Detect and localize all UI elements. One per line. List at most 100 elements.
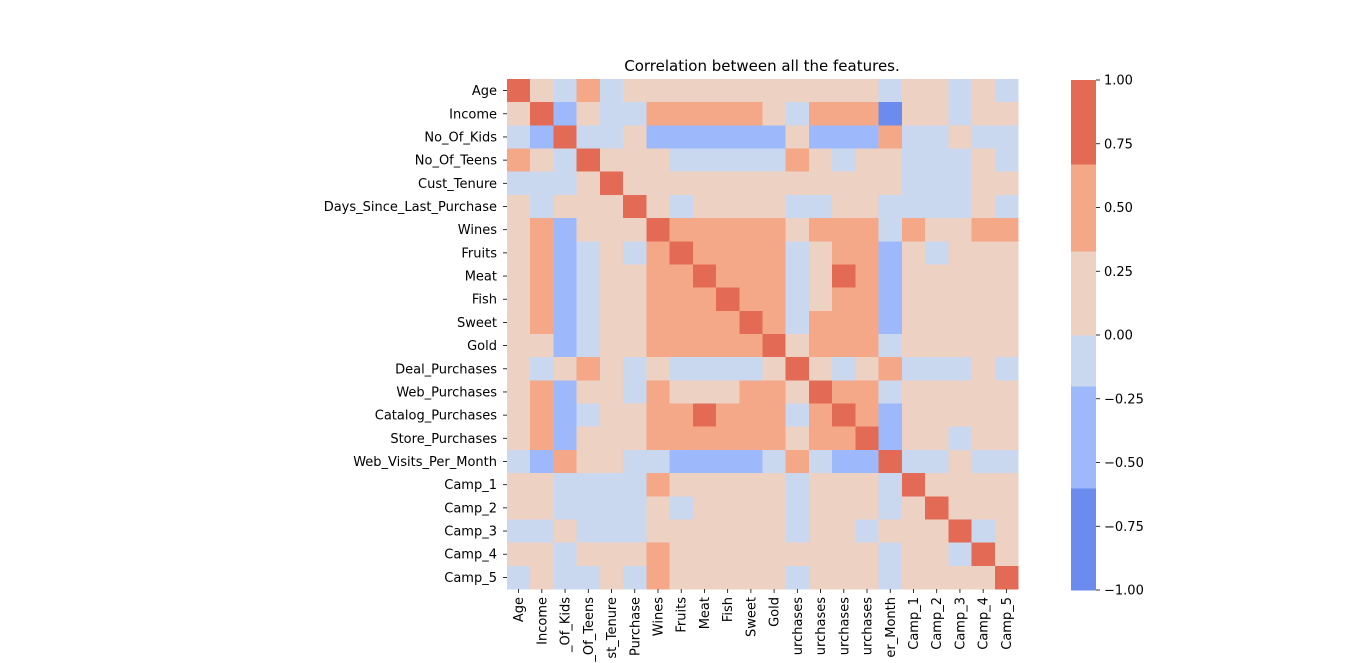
column-tick-label: Age	[512, 597, 527, 622]
heatmap-cell	[925, 427, 949, 451]
heatmap-cell	[646, 380, 670, 404]
heatmap-cell	[786, 102, 810, 126]
heatmap-cell	[739, 241, 763, 265]
heatmap-cell	[623, 473, 647, 497]
heatmap-cell	[600, 450, 624, 474]
heatmap-cell	[948, 264, 972, 288]
heatmap-cell	[739, 496, 763, 520]
heatmap-cell	[646, 450, 670, 474]
column-tick-label: Gold	[768, 597, 783, 627]
heatmap-cell	[716, 264, 740, 288]
heatmap-cell	[855, 543, 879, 567]
heatmap-cell	[530, 241, 554, 265]
heatmap-cell	[948, 357, 972, 381]
heatmap-cells	[507, 79, 1019, 590]
heatmap-cell	[646, 241, 670, 265]
heatmap-cell	[623, 543, 647, 567]
row-tick-label: No_Of_Teens	[415, 154, 497, 169]
heatmap-cell	[948, 288, 972, 312]
heatmap-cell	[530, 543, 554, 567]
heatmap-cell	[553, 264, 577, 288]
heatmap-cell	[670, 566, 694, 590]
row-tick-label: Web_Purchases	[396, 385, 497, 400]
heatmap-cell	[623, 450, 647, 474]
heatmap-cell	[693, 264, 717, 288]
heatmap-cell	[879, 241, 903, 265]
heatmap-cell	[693, 380, 717, 404]
heatmap-cell	[925, 404, 949, 428]
heatmap-cell	[832, 288, 856, 312]
colorbar-segment	[1071, 164, 1096, 251]
heatmap-cell	[693, 334, 717, 358]
colorbar-tick-label: 0.25	[1104, 265, 1133, 280]
heatmap-cell	[600, 288, 624, 312]
heatmap-cell	[879, 311, 903, 335]
heatmap-cell	[577, 264, 601, 288]
heatmap-cell	[507, 543, 531, 567]
heatmap-cell	[553, 149, 577, 173]
heatmap-cell	[530, 311, 554, 335]
heatmap-cell	[879, 195, 903, 219]
heatmap-cell	[995, 241, 1019, 265]
row-tick-label: Camp_1	[444, 478, 497, 493]
heatmap-cell	[995, 149, 1019, 173]
heatmap-cell	[577, 450, 601, 474]
heatmap-cell	[879, 149, 903, 173]
heatmap-cell	[693, 496, 717, 520]
heatmap-cell	[995, 288, 1019, 312]
heatmap-cell	[925, 519, 949, 543]
heatmap-cell	[507, 195, 531, 219]
heatmap-cell	[879, 519, 903, 543]
heatmap-cell	[646, 473, 670, 497]
heatmap-cell	[716, 427, 740, 451]
heatmap-cell	[879, 427, 903, 451]
heatmap-cell	[739, 288, 763, 312]
heatmap-cell	[855, 149, 879, 173]
heatmap-cell	[879, 496, 903, 520]
row-tick-label: Store_Purchases	[390, 432, 497, 447]
row-tick-label: Fish	[472, 293, 497, 308]
heatmap-cell	[646, 543, 670, 567]
heatmap-cell	[832, 543, 856, 567]
heatmap-cell	[995, 311, 1019, 335]
heatmap-cell	[646, 566, 670, 590]
heatmap-cell	[530, 288, 554, 312]
heatmap-cell	[600, 195, 624, 219]
heatmap-cell	[763, 566, 787, 590]
heatmap-cell	[995, 473, 1019, 497]
heatmap-cell	[809, 404, 833, 428]
heatmap-cell	[553, 241, 577, 265]
heatmap-cell	[809, 334, 833, 358]
heatmap-cell	[879, 380, 903, 404]
heatmap-cell	[646, 404, 670, 428]
heatmap-cell	[623, 519, 647, 543]
heatmap-cell	[809, 79, 833, 103]
row-tick-label: Catalog_Purchases	[375, 409, 497, 424]
heatmap-cell	[763, 264, 787, 288]
heatmap-cell	[786, 218, 810, 242]
heatmap-cell	[577, 79, 601, 103]
heatmap-cell	[507, 79, 531, 103]
heatmap-cell	[832, 241, 856, 265]
heatmap-cell	[902, 566, 926, 590]
heatmap-cell	[716, 450, 740, 474]
heatmap-cell	[972, 218, 996, 242]
heatmap-cell	[507, 172, 531, 196]
heatmap-cell	[879, 264, 903, 288]
heatmap-cell	[507, 288, 531, 312]
heatmap-cell	[553, 334, 577, 358]
heatmap-cell	[902, 496, 926, 520]
heatmap-cell	[809, 496, 833, 520]
heatmap-cell	[693, 519, 717, 543]
heatmap-cell	[739, 473, 763, 497]
row-tick-labels: Age Income No_Of_Kids No_Of_Teens Cust_Tenur…	[324, 84, 507, 586]
heatmap-cell	[670, 519, 694, 543]
heatmap-cell	[623, 311, 647, 335]
heatmap-cell	[623, 172, 647, 196]
heatmap-cell	[507, 218, 531, 242]
heatmap-cell	[855, 427, 879, 451]
heatmap-cell	[948, 473, 972, 497]
heatmap-cell	[693, 427, 717, 451]
heatmap-cell	[809, 543, 833, 567]
heatmap-cell	[693, 149, 717, 173]
